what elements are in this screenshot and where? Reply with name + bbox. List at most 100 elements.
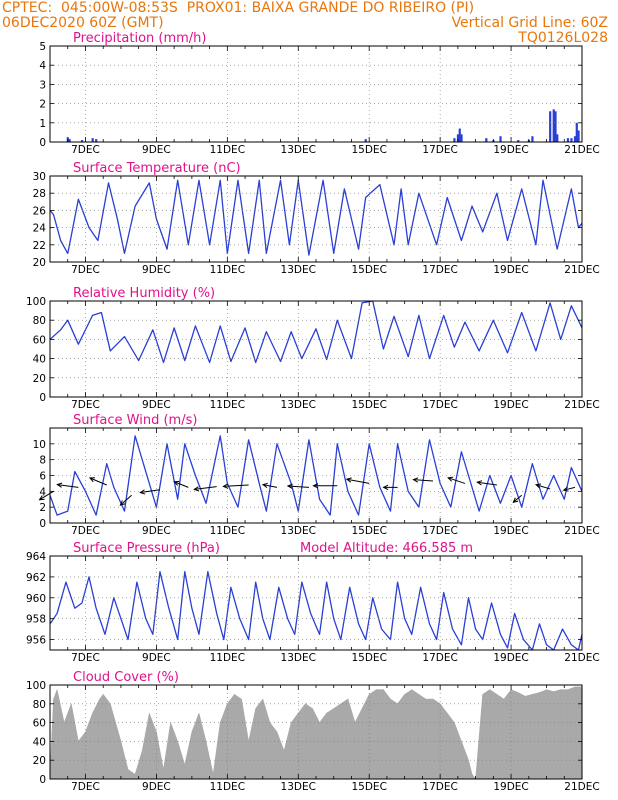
precip-bar-20 <box>566 138 570 142</box>
y-tick-label: 960 <box>26 593 46 605</box>
y-tick-label: 958 <box>26 614 46 626</box>
x-tick-label: 19DEC <box>493 525 528 537</box>
y-tick-label: 0 <box>39 774 46 786</box>
y-tick-label: 2 <box>39 502 46 514</box>
precip-bar-6 <box>453 138 456 142</box>
cloud-seg-22 <box>198 713 207 779</box>
precip-bar-23 <box>575 122 578 142</box>
panel-frame <box>49 300 583 398</box>
cloud-seg-53 <box>418 693 427 779</box>
precip-bar-16 <box>549 111 552 142</box>
cloud-seg-38 <box>312 708 320 779</box>
wind-arrowhead-13 <box>412 477 419 483</box>
x-tick-label: 11DEC <box>210 525 245 537</box>
wind-arrowhead-2 <box>88 477 95 483</box>
x-tick-label: 13DEC <box>281 525 316 537</box>
x-tick-label: 17DEC <box>422 144 457 156</box>
x-tick-label: 19DEC <box>493 144 528 156</box>
x-tick-label: 13DEC <box>281 264 316 276</box>
y-tick-label: 962 <box>26 572 46 584</box>
wind-vector-0 <box>39 490 54 501</box>
cloud-seg-47 <box>375 689 384 779</box>
header-grid-note: Vertical Grid Line: 60Z <box>451 15 608 31</box>
x-tick-label: 9DEC <box>142 781 171 793</box>
panel-frame <box>49 45 583 143</box>
cloud-seg-69 <box>524 694 533 779</box>
panel-title: Cloud Cover (%) <box>73 670 179 685</box>
x-tick-label: 9DEC <box>142 399 171 411</box>
wind-arrowhead-8 <box>261 482 268 488</box>
wind-vector-6 <box>194 486 217 490</box>
wind-vector-14 <box>448 477 466 484</box>
cloud-seg-16 <box>156 731 164 779</box>
precip-bar-15 <box>531 136 534 142</box>
y-tick-label: 28 <box>33 188 46 200</box>
wind-arrowhead-10 <box>312 483 319 489</box>
wind-arrowhead-3 <box>119 500 126 506</box>
panel-3: 0 20 40 60 80 100 7DEC 9DEC 11DEC 13DEC 15DEC 17DEC… <box>26 286 600 411</box>
x-tick-label: 9DEC <box>142 264 171 276</box>
x-tick-label: 17DEC <box>422 525 457 537</box>
x-tick-label: 17DEC <box>422 264 457 276</box>
x-tick-label: 15DEC <box>351 525 386 537</box>
cloud-seg-62 <box>475 694 483 779</box>
cloud-seg-26 <box>227 693 235 779</box>
cloud-seg-13 <box>134 750 143 779</box>
wind-vector-1 <box>57 484 79 488</box>
y-tick-label: 8 <box>39 455 46 467</box>
y-tick-label: 4 <box>39 486 46 498</box>
y-tick-label: 4 <box>39 60 46 72</box>
cloud-seg-34 <box>283 722 292 779</box>
precip-bar-3 <box>91 138 94 142</box>
wind-arrowhead-9 <box>286 483 293 489</box>
precip-bar-24 <box>577 130 580 142</box>
series-line-5 <box>50 571 582 650</box>
y-tick-label: 40 <box>33 736 46 748</box>
precip-bar-17 <box>552 109 555 142</box>
x-tick-label: 13DEC <box>281 144 316 156</box>
x-tick-label: 21DEC <box>564 781 599 793</box>
x-tick-label: 17DEC <box>422 399 457 411</box>
panel-2: 20 22 24 26 28 30 7DEC 9DEC 11DEC 13DEC 15DEC 17DEC… <box>33 161 600 276</box>
x-tick-label: 15DEC <box>351 652 386 664</box>
cloud-seg-30 <box>255 698 264 779</box>
y-tick-label: 60 <box>33 334 46 346</box>
x-tick-label: 19DEC <box>493 399 528 411</box>
cloud-seg-7 <box>92 698 100 779</box>
precip-bar-13 <box>517 140 520 142</box>
y-tick-label: 20 <box>33 257 46 269</box>
y-tick-label: 0 <box>39 518 46 530</box>
cloud-seg-14 <box>141 713 150 779</box>
cloud-seg-74 <box>560 689 569 779</box>
x-tick-label: 13DEC <box>281 781 316 793</box>
cloud-seg-27 <box>234 693 242 779</box>
y-tick-label: 5 <box>39 41 46 53</box>
cloud-seg-73 <box>553 689 562 779</box>
wind-vector-11 <box>346 478 370 484</box>
cloud-seg-64 <box>489 689 498 779</box>
x-tick-label: 13DEC <box>281 399 316 411</box>
x-tick-label: 19DEC <box>493 781 528 793</box>
cloud-seg-28 <box>241 699 249 779</box>
cloud-seg-42 <box>340 698 349 779</box>
precip-bar-19 <box>556 134 559 142</box>
wind-vector-13 <box>413 479 434 482</box>
x-tick-label: 21DEC <box>564 525 599 537</box>
cloud-seg-67 <box>510 689 519 779</box>
cloud-seg-46 <box>368 689 377 779</box>
x-tick-label: 7DEC <box>71 264 100 276</box>
precip-bar-22 <box>573 136 577 142</box>
header-init-time: 06DEC2020 60Z (GMT) <box>2 15 164 31</box>
x-tick-label: 21DEC <box>564 144 599 156</box>
cloud-seg-0 <box>50 699 54 779</box>
x-tick-label: 19DEC <box>493 652 528 664</box>
x-tick-label: 15DEC <box>351 781 386 793</box>
wind-vector-17 <box>535 484 551 490</box>
precip-bar-7 <box>456 134 460 142</box>
panel-subtitle: Model Altitude: 466.585 m <box>300 541 473 556</box>
panel-title: Precipitation (mm/h) <box>73 31 206 46</box>
y-tick-label: 0 <box>39 392 46 404</box>
x-tick-label: 21DEC <box>564 399 599 411</box>
header-line1: CPTEC: 045:00W-08:53S PROX01: BAIXA GRAN… <box>2 0 475 16</box>
wind-vector-18 <box>563 486 576 491</box>
